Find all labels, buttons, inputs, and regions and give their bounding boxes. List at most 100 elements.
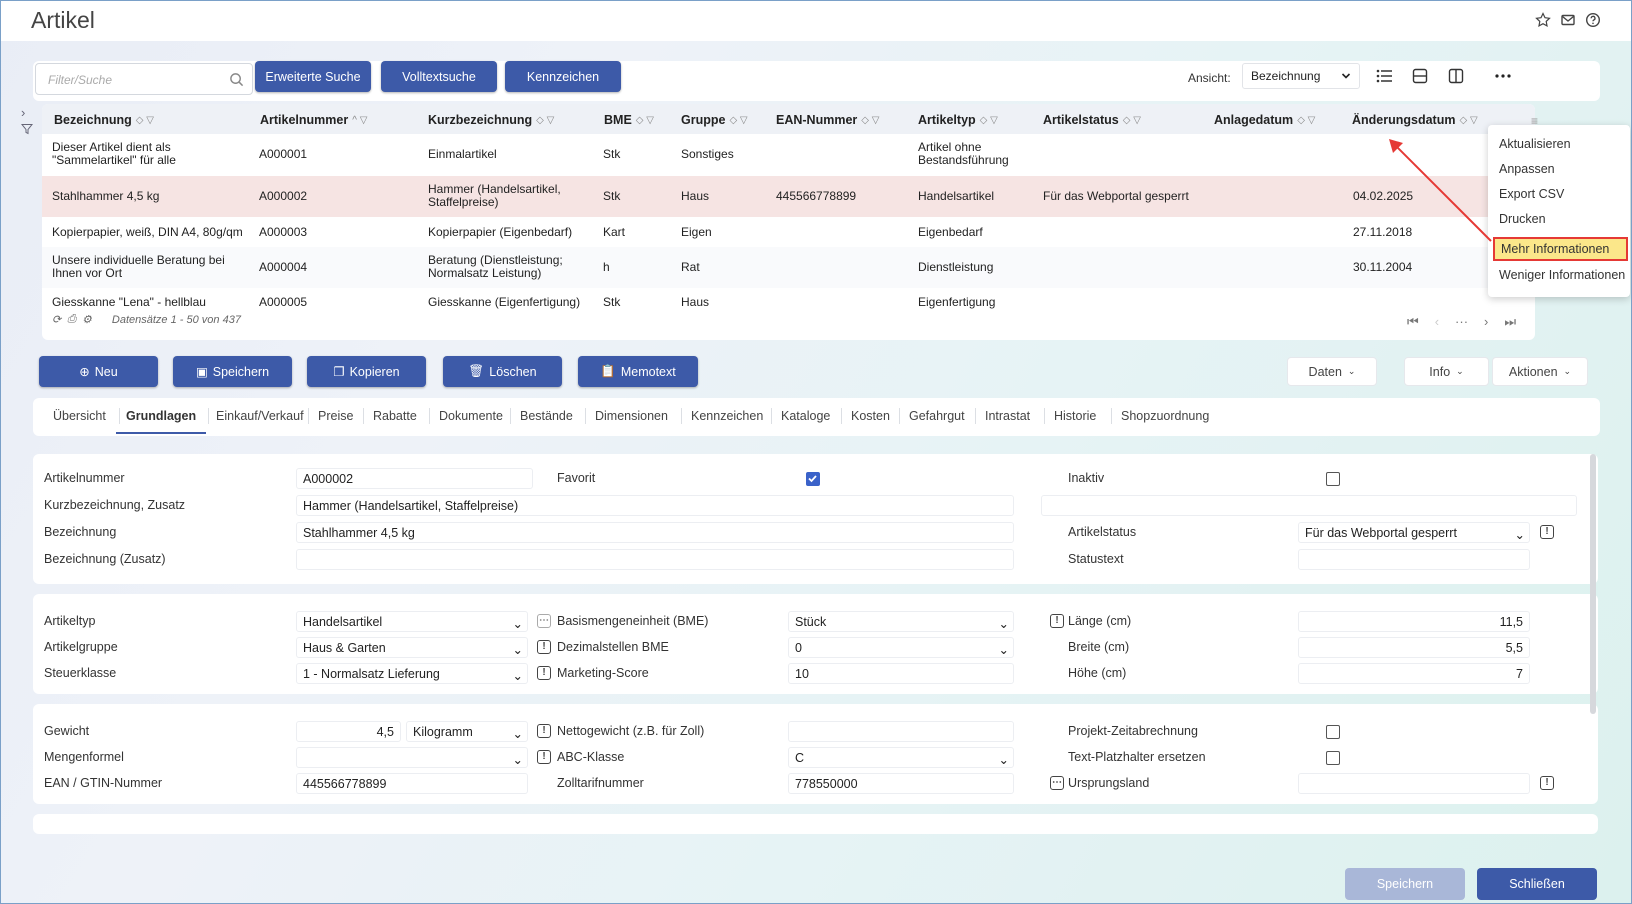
- column-header[interactable]: Änderungsdatum ◇ ▽: [1352, 113, 1478, 127]
- tab-costs[interactable]: Kosten: [851, 409, 890, 423]
- settings-icon[interactable]: ⚙: [82, 314, 92, 326]
- article-group-select[interactable]: Haus & Garten ⌄: [296, 637, 528, 658]
- base-unit-select[interactable]: Stück ⌄: [788, 611, 1014, 632]
- tab-basics[interactable]: Grundlagen: [126, 409, 197, 423]
- tab-overview[interactable]: Übersicht: [53, 409, 106, 423]
- close-button[interactable]: Schließen: [1477, 868, 1597, 900]
- last-page-icon[interactable]: ⏭: [1504, 314, 1517, 329]
- column-menu-icon[interactable]: ≡: [1531, 114, 1539, 128]
- tab-catalogs[interactable]: Kataloge: [781, 409, 831, 423]
- view-select[interactable]: Bezeichnung: [1242, 63, 1360, 89]
- column-header[interactable]: Artikelstatus ◇ ▽: [1043, 113, 1141, 127]
- tab-intrastat[interactable]: Intrastat: [985, 409, 1031, 423]
- split-vertical-icon[interactable]: [1440, 61, 1472, 91]
- column-header[interactable]: Artikelnummer ^ ▽: [260, 113, 368, 127]
- tab-history[interactable]: Historie: [1054, 409, 1097, 423]
- actions-menu-button[interactable]: Aktionen ⌄: [1492, 357, 1588, 386]
- menu-item-print[interactable]: Drucken: [1499, 212, 1546, 226]
- origin-country-field[interactable]: [1298, 773, 1530, 794]
- data-menu-button[interactable]: Daten ⌄: [1287, 357, 1377, 386]
- customs-number-field[interactable]: 778550000: [788, 773, 1014, 794]
- column-header[interactable]: Bezeichnung ◇ ▽: [54, 113, 154, 127]
- menu-item-export-csv[interactable]: Export CSV: [1499, 187, 1565, 201]
- more-icon[interactable]: ⋯: [1050, 776, 1064, 790]
- short-description-extra-field[interactable]: [1041, 495, 1577, 516]
- marker-button[interactable]: Kennzeichen: [505, 61, 621, 92]
- info-icon[interactable]: !: [1050, 614, 1064, 628]
- star-icon[interactable]: [1535, 12, 1551, 28]
- quantity-formula-select[interactable]: ⌄: [296, 747, 528, 768]
- column-header[interactable]: EAN-Nummer ◇ ▽: [776, 113, 880, 127]
- article-type-select[interactable]: Handelsartikel ⌄: [296, 611, 528, 632]
- tab-stock[interactable]: Bestände: [520, 409, 573, 423]
- table-row[interactable]: Unsere individuelle Beratung bei Ihnen v…: [42, 247, 1535, 288]
- weight-unit-select[interactable]: Kilogramm ⌄: [406, 721, 528, 742]
- filter-icon[interactable]: [21, 123, 33, 135]
- project-time-checkbox[interactable]: [1326, 725, 1340, 739]
- tax-class-select[interactable]: 1 - Normalsatz Lieferung ⌄: [296, 663, 528, 684]
- menu-item-more-info[interactable]: Mehr Informationen: [1493, 237, 1628, 261]
- tab-markers[interactable]: Kennzeichen: [691, 409, 764, 423]
- inactive-checkbox[interactable]: [1326, 472, 1340, 486]
- split-horizontal-icon[interactable]: [1404, 61, 1436, 91]
- expand-icon[interactable]: ›: [21, 105, 26, 120]
- first-page-icon[interactable]: ⏮: [1407, 314, 1419, 329]
- more-pages-icon[interactable]: ···: [1455, 314, 1469, 329]
- net-weight-field[interactable]: [788, 721, 1014, 742]
- article-number-field[interactable]: A000002: [296, 468, 533, 489]
- decimal-places-select[interactable]: 0 ⌄: [788, 637, 1014, 658]
- info-menu-button[interactable]: Info ⌄: [1404, 357, 1489, 386]
- copy-button[interactable]: ❐ Kopieren: [307, 356, 426, 387]
- list-view-icon[interactable]: [1368, 61, 1400, 91]
- print-icon[interactable]: ⎙: [67, 313, 77, 325]
- description-field[interactable]: Stahlhammer 4,5 kg: [296, 522, 1014, 543]
- ean-field[interactable]: 445566778899: [296, 773, 528, 794]
- tab-prices[interactable]: Preise: [318, 409, 354, 423]
- favorite-checkbox[interactable]: [806, 472, 820, 486]
- table-row[interactable]: Kopierpapier, weiß, DIN A4, 80g/qm A0000…: [52, 225, 1413, 239]
- article-status-select[interactable]: Für das Webportal gesperrt ⌄: [1298, 522, 1530, 543]
- tab-shop-assignment[interactable]: Shopzuordnung: [1121, 409, 1210, 423]
- status-text-field[interactable]: [1298, 549, 1530, 570]
- marketing-score-field[interactable]: 10: [788, 663, 1014, 684]
- tab-dimensions[interactable]: Dimensionen: [595, 409, 668, 423]
- info-icon[interactable]: !: [537, 666, 551, 680]
- delete-button[interactable]: 🗑 Löschen: [443, 356, 562, 387]
- menu-item-customize[interactable]: Anpassen: [1499, 162, 1555, 176]
- next-page-icon[interactable]: ›: [1484, 314, 1489, 329]
- search-input[interactable]: Filter/Suche: [35, 63, 253, 95]
- form-scrollbar[interactable]: [1590, 454, 1596, 714]
- table-row-selected[interactable]: Stahlhammer 4,5 kg A000002 Hammer (Hande…: [42, 176, 1535, 217]
- description-extra-field[interactable]: [296, 549, 1014, 570]
- new-button[interactable]: ⊕ Neu: [39, 356, 158, 387]
- info-icon[interactable]: !: [537, 724, 551, 738]
- height-field[interactable]: 7: [1298, 663, 1530, 684]
- menu-item-refresh[interactable]: Aktualisieren: [1499, 137, 1571, 151]
- help-icon[interactable]: [1585, 12, 1601, 28]
- more-options-icon[interactable]: [1483, 61, 1523, 91]
- mail-icon[interactable]: [1560, 12, 1576, 28]
- info-icon[interactable]: !: [1540, 776, 1554, 790]
- table-row[interactable]: Giesskanne "Lena" - hellblau A000005 Gie…: [52, 295, 996, 309]
- search-icon[interactable]: [229, 72, 244, 87]
- more-icon[interactable]: ⋯: [537, 614, 551, 628]
- menu-item-less-info[interactable]: Weniger Informationen: [1499, 268, 1626, 282]
- memo-button[interactable]: 📋 Memotext: [578, 356, 698, 387]
- short-description-field[interactable]: Hammer (Handelsartikel, Staffelpreise): [296, 495, 1014, 516]
- tab-purchase-sales[interactable]: Einkauf/Verkauf: [216, 409, 304, 423]
- column-header[interactable]: Kurzbezeichnung ◇ ▽: [428, 113, 555, 127]
- info-icon[interactable]: !: [1540, 525, 1554, 539]
- fulltext-search-button[interactable]: Volltextsuche: [381, 61, 497, 92]
- length-field[interactable]: 11,5: [1298, 611, 1530, 632]
- info-icon[interactable]: !: [537, 750, 551, 764]
- save-button[interactable]: ▣ Speichern: [173, 356, 292, 387]
- tab-discounts[interactable]: Rabatte: [373, 409, 417, 423]
- weight-field[interactable]: 4,5: [296, 721, 401, 742]
- placeholder-replace-checkbox[interactable]: [1326, 751, 1340, 765]
- refresh-icon[interactable]: ⟳: [52, 314, 62, 326]
- prev-page-icon[interactable]: ‹: [1434, 314, 1440, 329]
- abc-class-select[interactable]: C ⌄: [788, 747, 1014, 768]
- info-icon[interactable]: !: [537, 640, 551, 654]
- save-footer-button[interactable]: Speichern: [1345, 868, 1465, 900]
- column-header[interactable]: Anlagedatum ◇ ▽: [1214, 113, 1316, 127]
